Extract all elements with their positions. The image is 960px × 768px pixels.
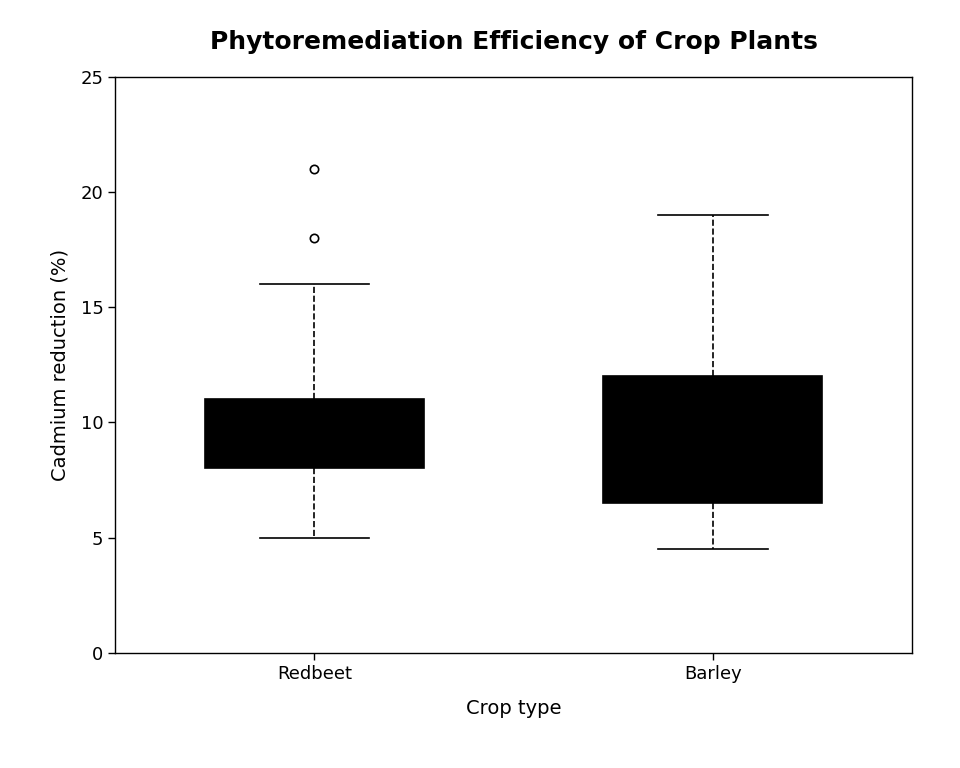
Title: Phytoremediation Efficiency of Crop Plants: Phytoremediation Efficiency of Crop Plan… xyxy=(209,30,818,54)
PathPatch shape xyxy=(204,399,424,468)
PathPatch shape xyxy=(603,376,823,503)
Y-axis label: Cadmium reduction (%): Cadmium reduction (%) xyxy=(50,249,69,481)
X-axis label: Crop type: Crop type xyxy=(466,700,562,718)
